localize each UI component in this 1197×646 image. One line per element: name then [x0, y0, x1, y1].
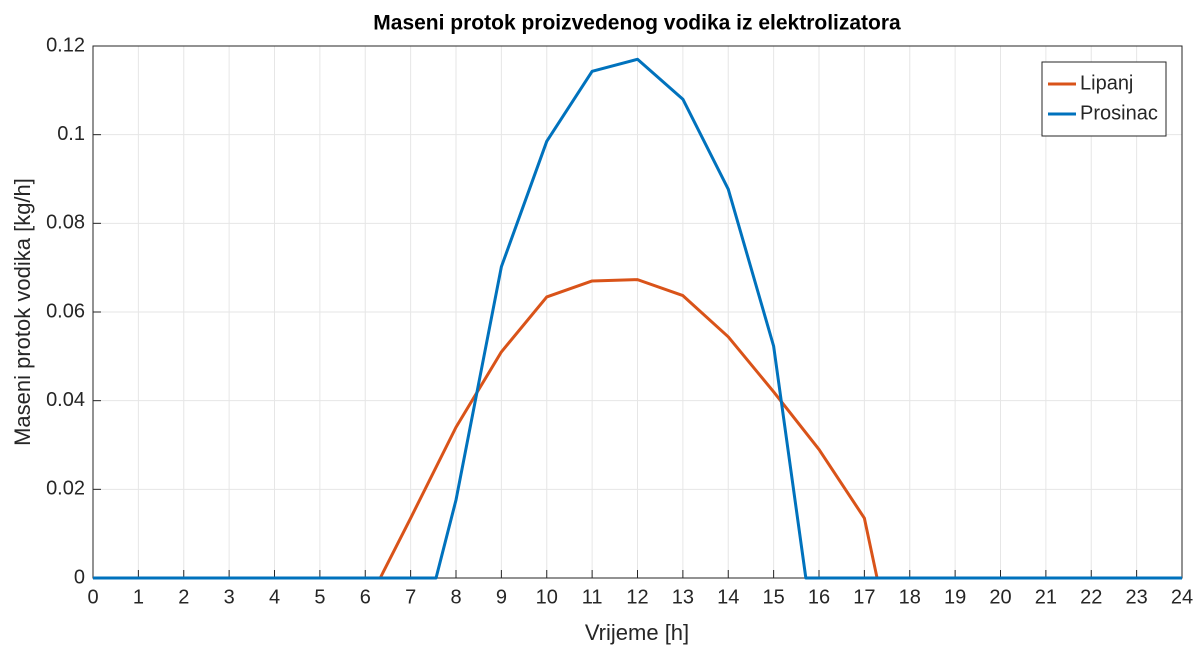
legend-label: Lipanj — [1080, 72, 1133, 94]
x-tick-label: 21 — [1035, 586, 1057, 608]
x-tick-label: 12 — [626, 586, 648, 608]
series-line — [93, 57, 1182, 580]
plot-frame — [92, 45, 1183, 579]
x-tick-label: 14 — [717, 586, 739, 608]
y-tick-label: 0.02 — [46, 478, 85, 500]
x-tick-label: 3 — [224, 586, 235, 608]
x-tick-label: 8 — [450, 586, 461, 608]
x-tick-label: 15 — [763, 586, 785, 608]
x-tick-label: 1 — [133, 586, 144, 608]
x-axis-label: Vrijeme [h] — [585, 620, 689, 645]
x-tick-label: 23 — [1126, 586, 1148, 608]
y-tick-label: 0.08 — [46, 212, 85, 234]
y-tick-label: 0.12 — [46, 34, 85, 56]
x-tick-label: 17 — [853, 586, 875, 608]
x-tick-label: 4 — [269, 586, 280, 608]
legend-box — [1041, 61, 1167, 137]
chart-title: Maseni protok proizvedenog vodika iz ele… — [373, 12, 901, 35]
y-tick-label: 0 — [74, 566, 85, 588]
legend-label: Prosinac — [1080, 102, 1158, 124]
x-tick-label: 19 — [944, 586, 966, 608]
x-tick-label: 11 — [582, 586, 603, 608]
x-tick-label: 7 — [405, 586, 416, 608]
x-tick-label: 2 — [178, 586, 189, 608]
y-tick-label: 0.1 — [57, 123, 85, 145]
x-tick-label: 16 — [808, 586, 830, 608]
x-tick-label: 24 — [1171, 586, 1193, 608]
x-tick-label: 22 — [1080, 586, 1102, 608]
x-tick-label: 20 — [989, 586, 1011, 608]
x-tick-label: 5 — [314, 586, 325, 608]
x-tick-label: 18 — [899, 586, 921, 608]
x-tick-label: 0 — [87, 586, 98, 608]
y-axis-label: Maseni protok vodika [kg/h] — [10, 178, 35, 446]
y-tick-label: 0.04 — [46, 389, 85, 411]
x-tick-label: 6 — [360, 586, 371, 608]
x-tick-label: 13 — [672, 586, 694, 608]
y-tick-label: 0.06 — [46, 300, 85, 322]
x-tick-label: 9 — [496, 586, 507, 608]
x-tick-label: 10 — [536, 586, 558, 608]
legend: Lipanj Prosinac — [1041, 61, 1167, 137]
